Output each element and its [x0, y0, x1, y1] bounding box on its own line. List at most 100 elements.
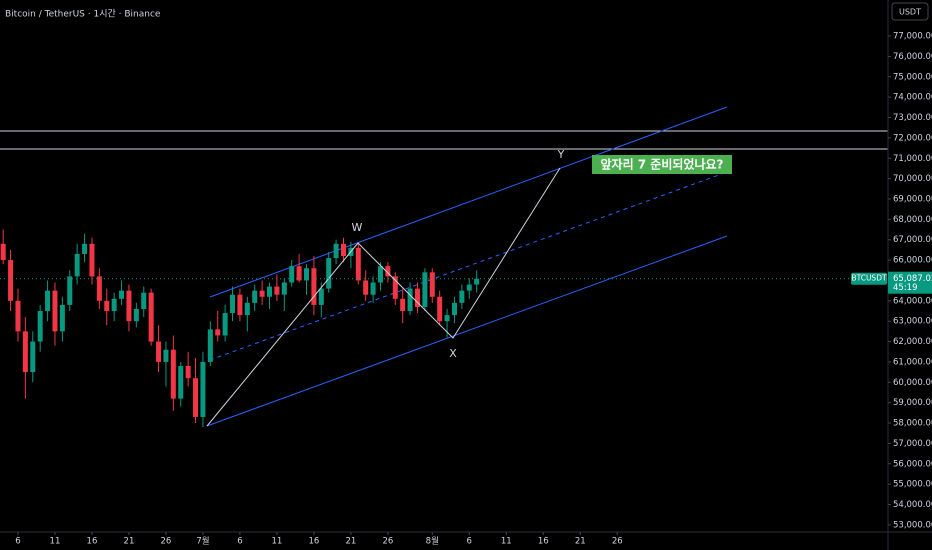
x-tick-label: 6: [15, 537, 20, 547]
candle-body: [340, 243, 346, 257]
candle-body: [67, 276, 73, 305]
symbol-label: BTCUSDT: [851, 274, 887, 283]
candle-body: [311, 268, 317, 305]
candle-body: [74, 253, 80, 277]
x-tick-label: 11: [501, 537, 512, 547]
annotation-box: [592, 155, 732, 174]
y-tick-label: 63,000.00: [893, 317, 932, 327]
candle-body: [200, 361, 206, 417]
candle-body: [304, 268, 310, 281]
currency-box[interactable]: [891, 2, 929, 21]
countdown: 45:19: [893, 283, 918, 293]
x-tick-label: 26: [612, 537, 623, 547]
y-tick-label: 54,000.00: [893, 500, 932, 510]
y-tick-label: 67,000.00: [893, 235, 932, 245]
x-tick-label: 16: [308, 537, 319, 547]
chart-title: Bitcoin / TetherUS · 1시간 · Binance: [5, 9, 161, 20]
candle-body: [215, 329, 221, 336]
y-tick-label: 61,000.00: [893, 357, 932, 367]
x-tick-label: 8월: [426, 536, 439, 547]
candle-body: [193, 378, 199, 417]
candle-body: [30, 341, 36, 373]
candle-body: [0, 243, 6, 261]
last-price-label: 65,087.02: [893, 274, 932, 284]
wave-label: Y: [557, 148, 565, 161]
candle-body: [170, 349, 176, 399]
candle-body: [89, 243, 95, 277]
candle-body: [422, 272, 428, 307]
candle-body: [392, 276, 398, 299]
candle-body: [451, 302, 457, 316]
candle-body: [45, 290, 51, 312]
x-tick-label: 26: [161, 537, 172, 547]
candle-body: [133, 308, 139, 322]
channel-mid: [209, 171, 728, 361]
y-tick-label: 76,000.00: [893, 52, 932, 62]
y-tick-label: 56,000.00: [893, 459, 932, 469]
candle-body: [363, 280, 369, 295]
candle-body: [274, 286, 280, 295]
y-tick-label: 59,000.00: [893, 398, 932, 408]
candle-body: [466, 284, 472, 291]
candle-body: [252, 290, 258, 303]
candle-body: [141, 292, 147, 309]
candle-body: [237, 294, 243, 316]
candle-body: [296, 266, 302, 281]
currency[interactable]: USDT: [899, 8, 921, 17]
candle-body: [126, 290, 132, 322]
x-tick-label: 21: [345, 537, 356, 547]
candle-body: [111, 298, 117, 312]
candle-body: [178, 366, 184, 399]
candle-body: [355, 247, 361, 281]
candle-body: [333, 243, 339, 259]
candle-body: [289, 266, 295, 283]
annotation: 앞자리 7 준비되었나요?: [600, 157, 723, 172]
candle-body: [385, 266, 391, 277]
y-tick-label: 66,000.00: [893, 256, 932, 266]
y-tick-label: 75,000.00: [893, 72, 932, 82]
x-tick-label: 6: [467, 537, 472, 547]
candle-body: [414, 288, 420, 307]
wave-label: W: [352, 221, 363, 234]
candle-body: [156, 341, 162, 362]
candle-body: [148, 292, 154, 342]
y-tick-label: 57,000.00: [893, 439, 932, 449]
y-tick-label: 53,000.00: [893, 520, 932, 530]
candle-body: [326, 258, 332, 289]
candle-body: [207, 329, 213, 362]
y-tick-label: 64,000.00: [893, 296, 932, 306]
x-tick-label: 6: [237, 537, 242, 547]
candle-body: [104, 300, 110, 312]
price-box: [888, 271, 932, 294]
x-tick-label: 26: [382, 537, 393, 547]
y-tick-label: 73,000.00: [893, 113, 932, 123]
candle-body: [82, 243, 88, 254]
y-tick-label: 60,000.00: [893, 378, 932, 388]
candle-body: [163, 349, 169, 362]
candle-body: [8, 260, 14, 301]
candle-body: [22, 331, 28, 373]
x-tick-label: 21: [575, 537, 586, 547]
wave-label: X: [449, 347, 457, 360]
candle-body: [459, 290, 465, 303]
candle-body: [474, 278, 480, 285]
candle-body: [318, 288, 324, 305]
y-tick-label: 71,000.00: [893, 154, 932, 164]
candle-body: [119, 290, 125, 299]
candle-body: [437, 296, 443, 322]
candle-body: [429, 272, 435, 297]
x-tick-label: 11: [50, 537, 61, 547]
y-tick-label: 74,000.00: [893, 93, 932, 103]
channel-lower: [206, 235, 728, 427]
candle-body: [96, 276, 102, 301]
candle-body: [400, 298, 406, 312]
x-tick-label: 21: [124, 537, 135, 547]
candle-body: [52, 290, 58, 332]
symbol-box: [851, 272, 887, 285]
y-tick-label: 69,000.00: [893, 194, 932, 204]
x-tick-label: 16: [87, 537, 98, 547]
x-tick-label: 16: [538, 537, 549, 547]
channel-upper: [209, 106, 728, 298]
candle-body: [37, 311, 43, 342]
